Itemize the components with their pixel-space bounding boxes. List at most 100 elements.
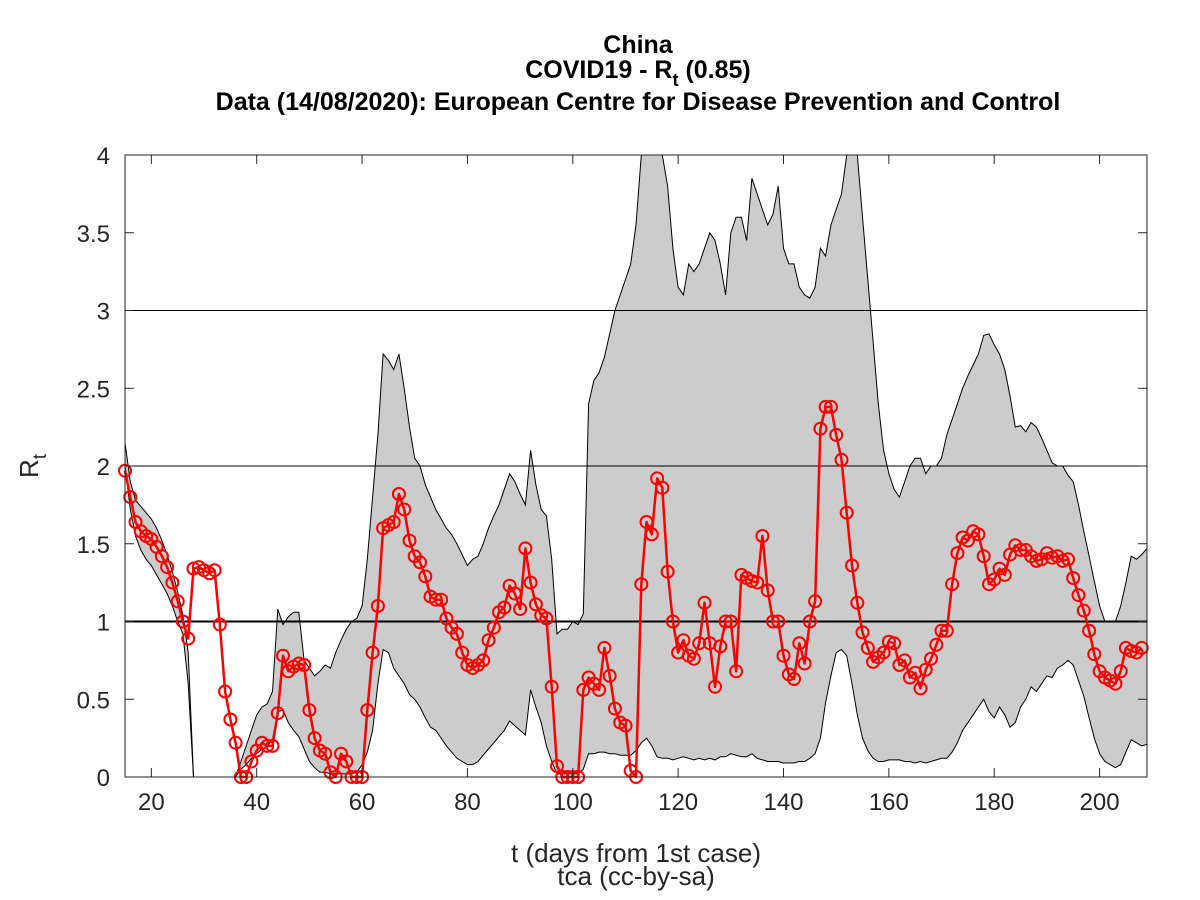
rt-point bbox=[365, 645, 380, 660]
axes: 20 40 60 80 100 120 140 160 180 200 0 0.5 1 1.5 2 2.5 3 3… bbox=[77, 143, 1148, 816]
x-axis-label: t (days from 1st case) bbox=[511, 838, 761, 868]
rt-point bbox=[318, 746, 333, 761]
rt-point bbox=[218, 684, 233, 699]
rt-point bbox=[850, 595, 865, 610]
y-tick-label: 0 bbox=[97, 765, 110, 792]
rt-point bbox=[592, 682, 607, 697]
rt-point bbox=[513, 602, 528, 617]
rt-point bbox=[813, 421, 828, 436]
rt-point bbox=[787, 672, 801, 686]
rt-point bbox=[934, 623, 949, 638]
rt-point bbox=[302, 703, 317, 718]
rt-point bbox=[1087, 647, 1102, 662]
rt-point bbox=[971, 527, 986, 542]
chart-title-source: Data (14/08/2020): European Centre for D… bbox=[216, 88, 1061, 116]
rt-point bbox=[402, 533, 417, 548]
rt-point bbox=[170, 594, 185, 609]
rt-point bbox=[244, 754, 259, 769]
y-tick-label: 0.5 bbox=[77, 687, 110, 714]
rt-point bbox=[760, 583, 775, 598]
rt-point bbox=[181, 631, 196, 646]
rt-point bbox=[997, 567, 1012, 582]
rt-point bbox=[708, 679, 722, 694]
rt-point bbox=[370, 599, 385, 613]
rt-point bbox=[154, 549, 169, 564]
rt-point bbox=[634, 577, 649, 592]
rt-point bbox=[792, 636, 807, 651]
rt-point bbox=[270, 706, 285, 721]
rt-point bbox=[207, 563, 222, 578]
rt-point bbox=[887, 636, 902, 651]
y-tick-label: 2.5 bbox=[77, 376, 110, 403]
rt-point bbox=[1071, 588, 1086, 603]
y-tick-label: 1 bbox=[97, 610, 110, 637]
rt-point bbox=[686, 651, 701, 666]
chart-title-country: China bbox=[603, 31, 674, 59]
x-tick-label: 20 bbox=[138, 789, 165, 816]
confidence-band-upper-edge bbox=[124, 154, 1148, 778]
y-tick-label: 4 bbox=[97, 143, 110, 170]
x-tick-label: 140 bbox=[763, 789, 803, 816]
rt-point bbox=[929, 637, 944, 652]
rt-point bbox=[539, 611, 554, 626]
rt-point bbox=[776, 648, 791, 663]
rt-point bbox=[1066, 571, 1081, 585]
rt-point bbox=[212, 617, 227, 632]
rt-point bbox=[945, 577, 960, 592]
rt-point bbox=[550, 759, 564, 774]
x-axis-sublabel: tca (cc-by-sa) bbox=[557, 861, 714, 891]
rt-point bbox=[607, 701, 622, 716]
rt-point bbox=[660, 564, 675, 579]
rt-point bbox=[802, 614, 817, 629]
rt-point bbox=[449, 626, 464, 641]
y-tick-label: 3 bbox=[97, 299, 110, 326]
rt-point bbox=[434, 592, 449, 607]
rt-point bbox=[876, 645, 891, 660]
rt-point bbox=[697, 595, 712, 610]
chart-title-metric-sub: t bbox=[673, 70, 679, 90]
rt-point bbox=[913, 681, 928, 696]
rt-point bbox=[228, 735, 243, 750]
rt-point bbox=[692, 636, 707, 651]
rt-point bbox=[834, 452, 849, 467]
chart-title-metric-suffix: (0.85) bbox=[679, 56, 751, 84]
rt-point bbox=[576, 682, 591, 697]
rt-point bbox=[729, 664, 744, 679]
rt-point bbox=[924, 651, 938, 666]
rt-point bbox=[755, 529, 770, 543]
rt-point bbox=[455, 645, 470, 660]
rt-point bbox=[602, 668, 617, 683]
rt-point bbox=[750, 575, 765, 590]
rt-point bbox=[823, 399, 838, 414]
rt-point bbox=[339, 754, 354, 769]
rt-point bbox=[223, 712, 238, 727]
rt-point bbox=[1076, 603, 1091, 618]
x-tick-label: 100 bbox=[553, 789, 593, 816]
rt-point bbox=[528, 597, 543, 612]
rt-point bbox=[507, 586, 522, 601]
rt-point bbox=[618, 718, 633, 733]
rt-point bbox=[1108, 676, 1123, 691]
rt-point bbox=[939, 623, 954, 638]
x-tick-label: 180 bbox=[974, 789, 1014, 816]
rt-point bbox=[476, 653, 491, 668]
rt-point bbox=[523, 575, 538, 590]
rt-point bbox=[818, 399, 833, 414]
rt-point bbox=[644, 527, 659, 542]
rt-point bbox=[597, 640, 612, 655]
x-tick-label: 60 bbox=[349, 789, 376, 816]
rt-point bbox=[397, 502, 412, 517]
rt-point bbox=[976, 549, 991, 564]
rt-point bbox=[481, 633, 496, 648]
rt-point bbox=[897, 653, 912, 668]
rt-point bbox=[418, 569, 433, 584]
rt-point bbox=[265, 738, 280, 753]
rt-point bbox=[307, 731, 322, 746]
y-axis-label-main: R bbox=[14, 459, 44, 478]
rt-point bbox=[518, 541, 533, 556]
x-tick-label: 120 bbox=[658, 789, 698, 816]
rt-point bbox=[771, 614, 786, 629]
rt-series-layer bbox=[118, 399, 1149, 784]
chart-title-metric: COVID19 - Rt (0.85) bbox=[525, 56, 751, 90]
